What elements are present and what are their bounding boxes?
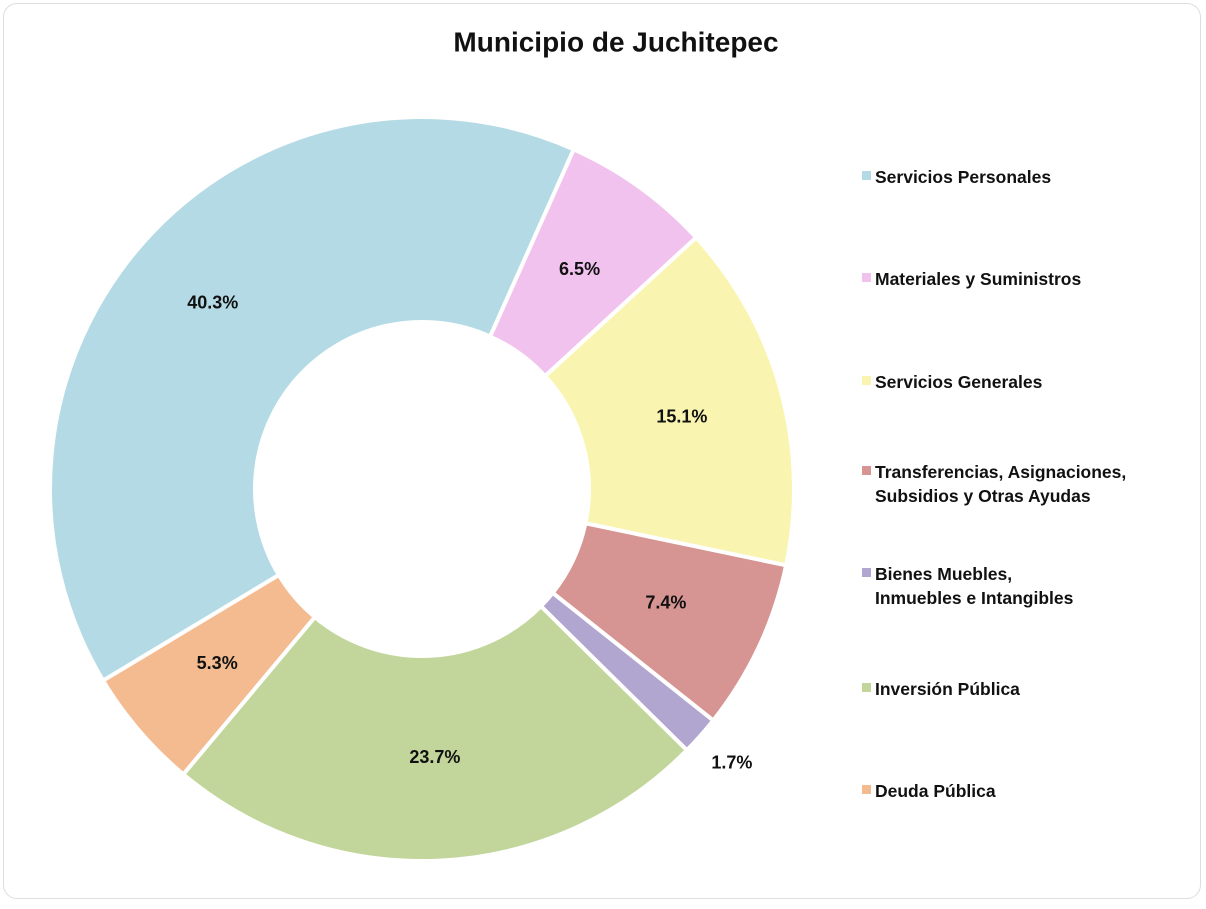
donut-slice [48, 115, 577, 684]
legend-swatch [862, 568, 871, 578]
legend-label: Materiales y Suministros [875, 269, 1082, 290]
legend-item: Materiales y Suministros [862, 267, 1081, 291]
donut-slice [542, 234, 796, 568]
legend-label: Bienes Muebles, Inmuebles e Intangibles [875, 564, 1074, 609]
legend-item: Servicios Generales [862, 370, 1042, 394]
data-label: 15.1% [656, 406, 707, 426]
legend-label: Transferencias, Asignaciones, Subsidios … [875, 461, 1127, 506]
legend-label: Inversión Pública [875, 678, 1020, 699]
chart-title: Municipio de Juchitepec [453, 26, 778, 57]
legend-label: Servicios Personales [875, 167, 1052, 187]
legend-swatch [862, 273, 871, 283]
legend-swatch [862, 682, 871, 692]
legend-label: Deuda Pública [875, 780, 996, 801]
legend-swatch [862, 171, 871, 180]
data-label: 5.3% [197, 653, 238, 673]
legend-swatch [862, 784, 871, 794]
chart-card: Municipio de Juchitepec 40.3% 6.5% 15.1% 7.… [3, 3, 1201, 899]
legend-item: Inversión Pública [862, 677, 1020, 701]
chart: Municipio de Juchitepec 40.3% 6.5% 15.1% 7.… [48, 26, 796, 863]
legend-label: Servicios Generales [875, 371, 1043, 392]
data-label: 23.7% [409, 747, 460, 767]
legend-item: Deuda Pública [862, 779, 996, 803]
data-label: 7.4% [645, 592, 686, 612]
legend-item: Bienes Muebles, Inmuebles e Intangibles [862, 562, 1073, 610]
legend-swatch [862, 375, 871, 385]
legend-item: Transferencias, Asignaciones, Subsidios … [862, 460, 1126, 508]
legend-item: Servicios Personales [862, 165, 1051, 189]
data-label: 6.5% [559, 259, 600, 279]
donut-slice [100, 572, 318, 778]
data-label: 40.3% [187, 292, 238, 312]
donut-slice [180, 603, 690, 863]
legend-swatch [862, 465, 871, 475]
data-label: 1.7% [711, 752, 752, 772]
